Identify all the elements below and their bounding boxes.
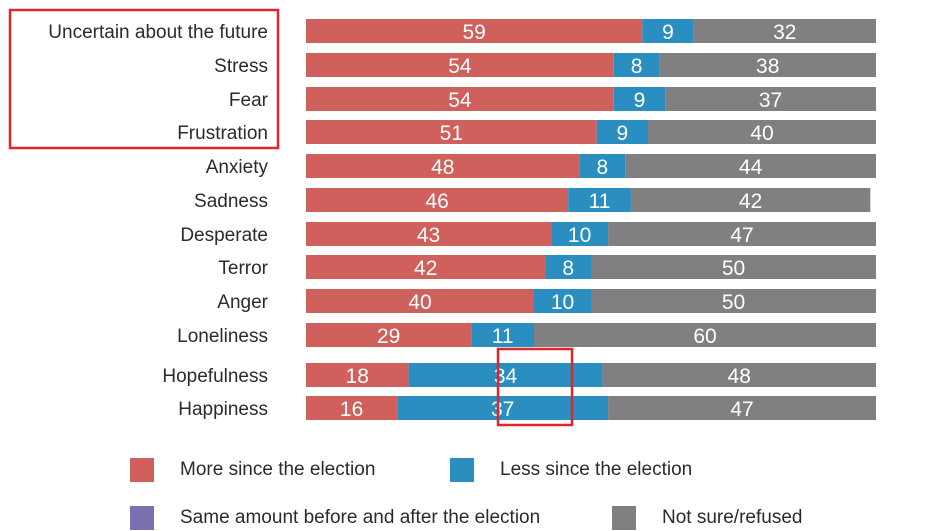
legend-label-less: Less since the election <box>500 459 693 480</box>
bar-hopefulness-less-since-the-election <box>408 363 603 387</box>
bar-frustration-less-since-the-election <box>596 120 648 144</box>
category-label-stress: Stress <box>214 56 268 77</box>
bar-uncertain-about-the-future-not-sure-refused <box>693 19 876 43</box>
bar-loneliness-more-since-the-election <box>306 323 472 347</box>
value-label-stress-less-since-the-election: 8 <box>631 55 643 78</box>
bar-sadness-not-sure-refused <box>630 188 871 212</box>
value-label-uncertain-about-the-future-less-since-the-election: 9 <box>662 21 674 44</box>
category-label-loneliness: Loneliness <box>177 326 268 347</box>
value-label-anger-less-since-the-election: 10 <box>551 291 574 314</box>
highlight-box-less-values <box>496 347 574 427</box>
bar-frustration-more-since-the-election <box>306 120 597 144</box>
bar-anxiety-less-since-the-election <box>579 154 626 178</box>
value-label-sadness-less-since-the-election: 11 <box>589 190 611 213</box>
value-label-desperate-not-sure-refused: 47 <box>730 224 753 247</box>
bar-sadness-less-since-the-election <box>568 188 631 212</box>
value-label-uncertain-about-the-future-more-since-the-election: 59 <box>462 21 485 44</box>
value-label-anxiety-more-since-the-election: 48 <box>431 156 454 179</box>
category-label-uncertain-about-the-future: Uncertain about the future <box>48 22 268 43</box>
value-label-fear-more-since-the-election: 54 <box>448 89 472 112</box>
bar-terror-more-since-the-election <box>306 255 546 279</box>
bar-desperate-less-since-the-election <box>551 222 609 246</box>
bar-fear-more-since-the-election <box>306 87 614 111</box>
value-label-frustration-not-sure-refused: 40 <box>750 122 773 145</box>
value-label-happiness-less-since-the-election: 37 <box>491 398 514 421</box>
bar-stress-not-sure-refused <box>659 53 876 77</box>
bar-frustration-not-sure-refused <box>648 120 876 144</box>
value-label-stress-more-since-the-election: 54 <box>448 55 472 78</box>
legend-label-more: More since the election <box>180 459 376 480</box>
bar-uncertain-about-the-future-more-since-the-election <box>306 19 643 43</box>
bar-stress-more-since-the-election <box>306 53 614 77</box>
value-label-frustration-less-since-the-election: 9 <box>617 122 629 145</box>
bar-uncertain-about-the-future-less-since-the-election <box>642 19 694 43</box>
value-label-sadness-more-since-the-election: 46 <box>425 190 448 213</box>
value-label-happiness-not-sure-refused: 47 <box>730 398 753 421</box>
legend-swatch-more <box>130 458 154 482</box>
value-label-stress-not-sure-refused: 38 <box>756 55 779 78</box>
bar-anger-not-sure-refused <box>591 289 876 313</box>
value-label-terror-less-since-the-election: 8 <box>562 257 574 280</box>
value-label-hopefulness-more-since-the-election: 18 <box>346 365 369 388</box>
value-label-uncertain-about-the-future-not-sure-refused: 32 <box>773 21 796 44</box>
bar-fear-not-sure-refused <box>665 87 876 111</box>
value-label-frustration-more-since-the-election: 51 <box>440 122 463 145</box>
category-label-hopefulness: Hopefulness <box>162 366 268 387</box>
value-label-desperate-more-since-the-election: 43 <box>417 224 440 247</box>
value-label-loneliness-not-sure-refused: 60 <box>693 325 716 348</box>
bar-anxiety-more-since-the-election <box>306 154 580 178</box>
value-label-hopefulness-less-since-the-election: 34 <box>494 365 518 388</box>
category-label-frustration: Frustration <box>177 123 268 144</box>
bar-fear-less-since-the-election <box>613 87 666 111</box>
bar-terror-less-since-the-election <box>545 255 591 279</box>
category-label-fear: Fear <box>229 90 269 111</box>
value-label-terror-not-sure-refused: 50 <box>722 257 745 280</box>
bar-anger-less-since-the-election <box>534 289 591 313</box>
value-label-fear-not-sure-refused: 37 <box>759 89 782 112</box>
value-label-desperate-less-since-the-election: 10 <box>568 224 591 247</box>
bar-stress-less-since-the-election <box>613 53 660 77</box>
bar-happiness-not-sure-refused <box>608 396 876 420</box>
value-label-loneliness-less-since-the-election: 11 <box>492 325 514 348</box>
value-label-fear-less-since-the-election: 9 <box>634 89 646 112</box>
bar-loneliness-less-since-the-election <box>471 323 534 347</box>
bar-happiness-more-since-the-election <box>306 396 398 420</box>
bar-terror-not-sure-refused <box>591 255 876 279</box>
category-label-anger: Anger <box>217 292 268 313</box>
value-label-happiness-more-since-the-election: 16 <box>340 398 363 421</box>
category-label-sadness: Sadness <box>194 191 268 212</box>
value-label-anxiety-not-sure-refused: 44 <box>739 156 763 179</box>
bar-anxiety-not-sure-refused <box>625 154 876 178</box>
bar-desperate-more-since-the-election <box>306 222 552 246</box>
bars: 59 9 32 54 8 38 54 9 37 51 9 40 48 8 44 46 11 42 43 10 47 42 8… <box>306 19 876 421</box>
category-label-desperate: Desperate <box>180 225 268 246</box>
value-label-anxiety-less-since-the-election: 8 <box>597 156 609 179</box>
legend-item-more: More since the election <box>130 457 375 483</box>
value-label-sadness-not-sure-refused: 42 <box>739 190 762 213</box>
category-label-happiness: Happiness <box>178 399 268 420</box>
category-labels: Uncertain about the future Stress Fear Frus… <box>48 22 268 420</box>
legend-swatch-less <box>450 458 474 482</box>
bar-sadness-more-since-the-election <box>306 188 569 212</box>
legend-swatch-not-sure <box>612 506 636 530</box>
value-label-loneliness-more-since-the-election: 29 <box>377 325 400 348</box>
category-label-terror: Terror <box>218 258 268 279</box>
value-label-anger-more-since-the-election: 40 <box>408 291 431 314</box>
value-label-terror-more-since-the-election: 42 <box>414 257 437 280</box>
legend-swatch-same <box>130 506 154 530</box>
bar-anger-more-since-the-election <box>306 289 534 313</box>
bar-hopefulness-not-sure-refused <box>602 363 876 387</box>
value-label-anger-not-sure-refused: 50 <box>722 291 745 314</box>
highlight-box-top-emotions <box>8 8 280 150</box>
legend-item-less: Less since the election <box>450 457 692 483</box>
stacked-bar-chart: Uncertain about the future Stress Fear Frus… <box>8 8 876 427</box>
legend-item-not-sure: Not sure/refused <box>612 505 802 531</box>
highlight-boxes <box>8 8 574 427</box>
bar-desperate-not-sure-refused <box>608 222 876 246</box>
category-label-anxiety: Anxiety <box>206 157 269 178</box>
bar-loneliness-not-sure-refused <box>534 323 876 347</box>
value-label-hopefulness-not-sure-refused: 48 <box>728 365 751 388</box>
bar-hopefulness-more-since-the-election <box>306 363 409 387</box>
legend-item-same: Same amount before and after the electio… <box>130 505 540 531</box>
